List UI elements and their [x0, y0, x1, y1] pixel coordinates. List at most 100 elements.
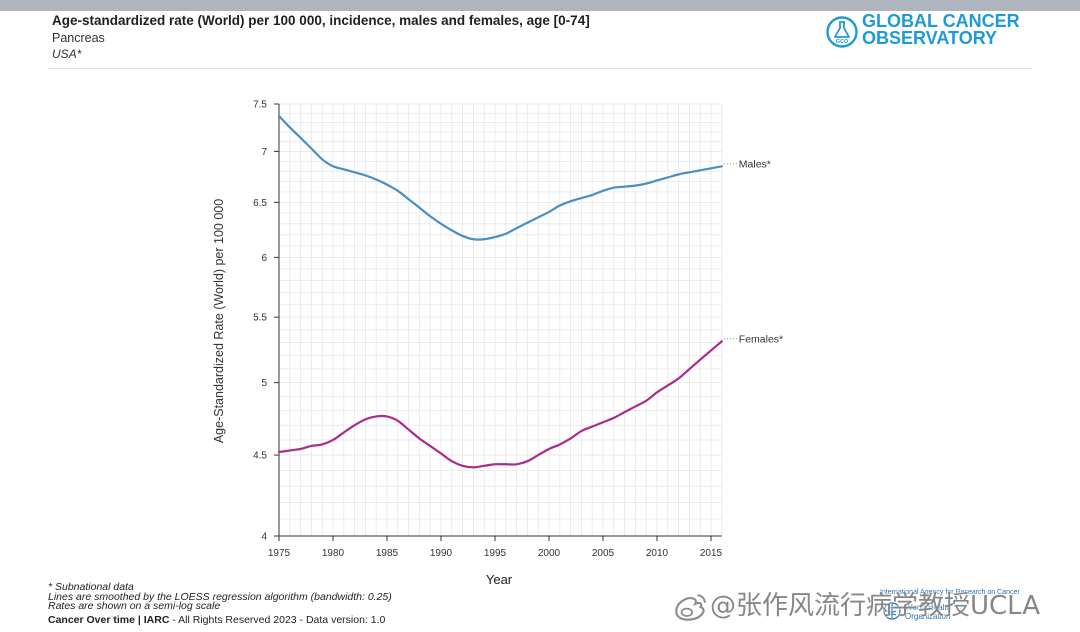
series-males: Males* — [277, 114, 771, 241]
males-point — [429, 215, 431, 217]
males-point — [710, 167, 712, 169]
credit-source: Cancer Over time | IARC — [48, 613, 170, 626]
males-point — [699, 169, 701, 171]
who-name-line2: Organization — [905, 611, 951, 621]
females-point — [645, 400, 647, 402]
females-point — [537, 454, 539, 456]
chart-title: Age-standardized rate (World) per 100 00… — [52, 13, 590, 28]
who-name-line1: World Health — [905, 603, 952, 612]
females-point — [278, 451, 280, 453]
females-point — [343, 432, 345, 434]
females-point — [505, 463, 507, 465]
females-point — [364, 418, 366, 420]
females-point — [526, 460, 528, 462]
x-tick-label: 1975 — [268, 548, 291, 559]
males-point — [602, 190, 604, 192]
gridlines — [278, 103, 723, 537]
females-point — [559, 443, 561, 445]
population-label: USA* — [52, 47, 82, 61]
females-point — [300, 448, 302, 450]
females-point — [656, 391, 658, 393]
footnote-scale: Rates are shown on a semi-log scale — [48, 600, 221, 613]
males-point — [408, 198, 410, 200]
males-point — [364, 174, 366, 176]
males-point — [548, 211, 550, 213]
y-tick-label: 4 — [261, 532, 267, 543]
iarc-who-logo: International Agency for Research on Can… — [880, 588, 1030, 624]
gco-wordmark-line1: GLOBAL CANCER — [862, 11, 1020, 31]
males-point — [494, 236, 496, 238]
females-point — [688, 368, 690, 370]
males-point — [472, 238, 474, 240]
x-tick-label: 2000 — [538, 548, 561, 559]
females-point — [580, 430, 582, 432]
series-females: Females* — [277, 333, 783, 469]
males-point — [688, 171, 690, 173]
who-name: World Health Organization — [905, 603, 952, 621]
females-point — [721, 340, 723, 342]
males-point — [440, 223, 442, 225]
males-point — [278, 115, 280, 117]
males-point — [516, 227, 518, 229]
y-tick-label: 7 — [261, 147, 267, 158]
males-point — [721, 165, 723, 167]
females-point — [613, 417, 615, 419]
males-point — [526, 222, 528, 224]
watermark-text: @张作风流行病学教授UCLA — [710, 591, 1041, 621]
x-tick-label: 1985 — [376, 548, 399, 559]
males-point — [634, 185, 636, 187]
females-point — [310, 445, 312, 447]
males-point — [354, 171, 356, 173]
males-line — [277, 114, 723, 241]
males-point — [678, 173, 680, 175]
gco-badge-icon: GCO — [826, 16, 858, 48]
males-point — [537, 216, 539, 218]
males-point — [645, 183, 647, 185]
credit-rights: - All Rights Reserved 2023 - Data versio… — [169, 613, 386, 626]
females-point — [624, 411, 626, 413]
females-label: Females* — [739, 333, 783, 345]
females-point — [451, 460, 453, 462]
males-point — [321, 158, 323, 160]
y-tick-label: 4.5 — [253, 451, 267, 462]
males-point — [667, 176, 669, 178]
y-tick-label: 5 — [261, 378, 267, 389]
males-point — [613, 187, 615, 189]
males-point — [397, 190, 399, 192]
x-tick-label: 1995 — [484, 548, 507, 559]
males-point — [310, 147, 312, 149]
females-point — [429, 445, 431, 447]
males-point — [483, 238, 485, 240]
males-point — [300, 137, 302, 139]
y-tick-label: 5.5 — [253, 313, 267, 324]
header-divider — [48, 68, 1032, 69]
females-point — [516, 463, 518, 465]
males-point — [289, 126, 291, 128]
females-point — [548, 448, 550, 450]
y-tick-label: 7.5 — [253, 100, 267, 111]
females-point — [591, 426, 593, 428]
males-point — [591, 194, 593, 196]
females-point — [483, 465, 485, 467]
females-point — [332, 439, 334, 441]
cancer-site: Pancreas — [52, 31, 105, 45]
x-tick-label: 2005 — [592, 548, 615, 559]
females-point — [321, 443, 323, 445]
females-point — [386, 415, 388, 417]
males-point — [559, 205, 561, 207]
females-point — [710, 349, 712, 351]
who-emblem-icon — [883, 602, 901, 620]
females-point — [667, 384, 669, 386]
y-axis-title: Age-Standardized Rate (World) per 100 00… — [212, 199, 226, 443]
x-tick-label: 2015 — [700, 548, 723, 559]
iarc-name: International Agency for Research on Can… — [880, 589, 1020, 596]
males-point — [570, 200, 572, 202]
gco-wordmark-line2: OBSERVATORY — [862, 28, 998, 48]
females-point — [375, 415, 377, 417]
females-point — [494, 463, 496, 465]
males-point — [462, 235, 464, 237]
y-tick-label: 6 — [261, 253, 267, 264]
females-point — [678, 378, 680, 380]
males-point — [505, 233, 507, 235]
